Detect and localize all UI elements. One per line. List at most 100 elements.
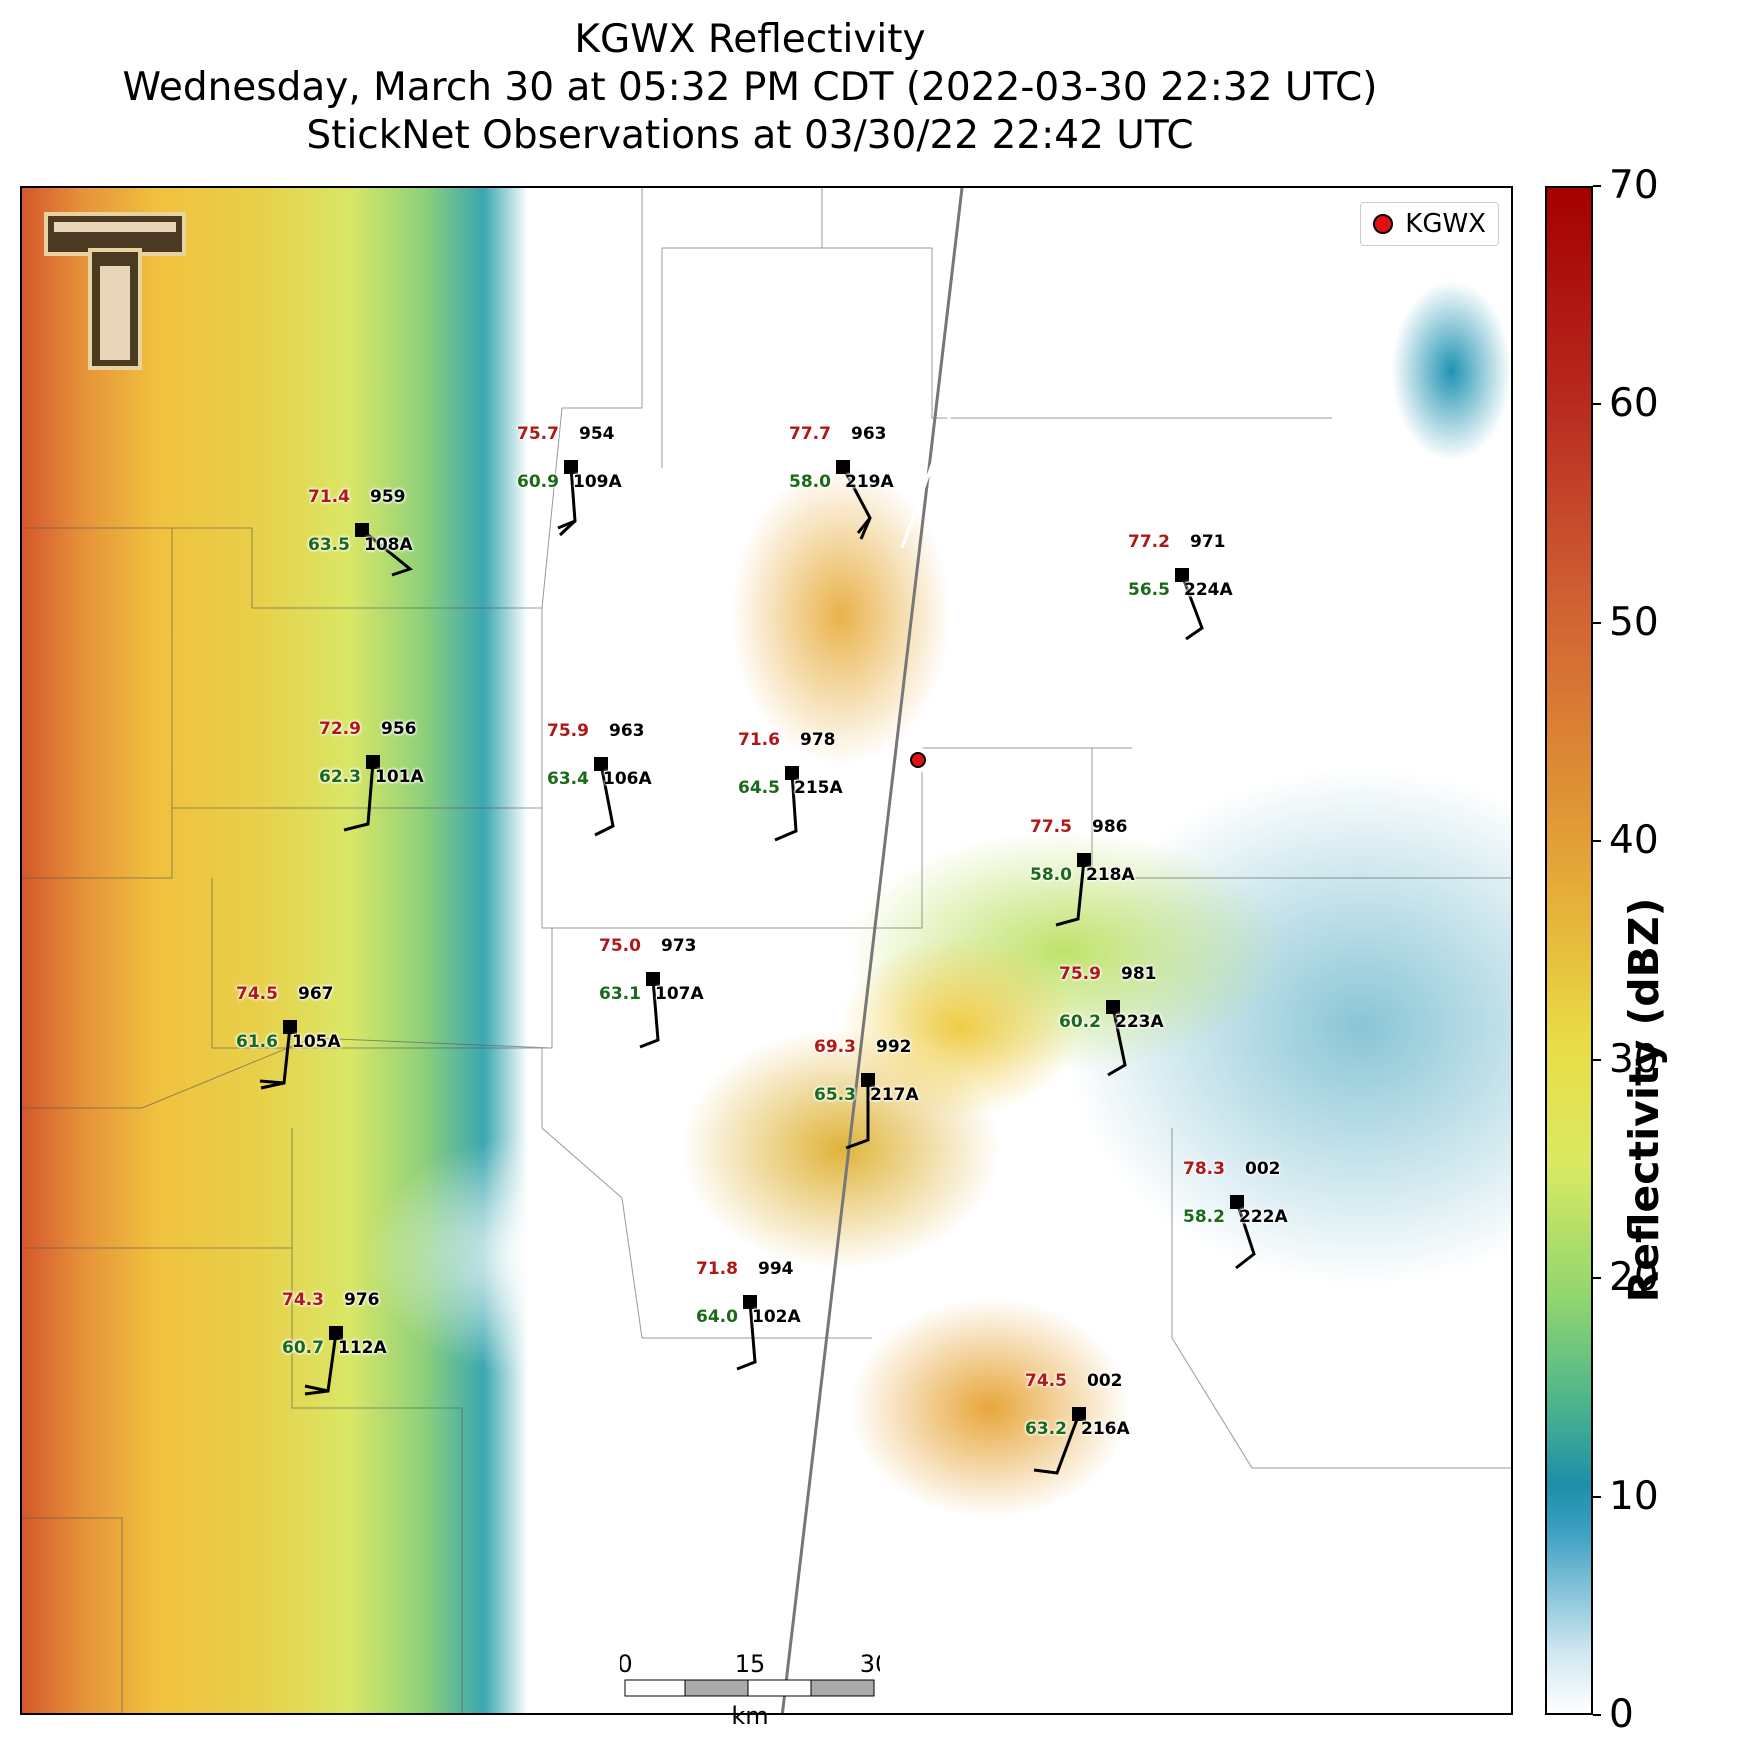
- scale-unit: km: [731, 1702, 768, 1730]
- station-marker: [785, 766, 799, 780]
- colorbar-tick-label: 30: [1609, 1036, 1659, 1082]
- colorbar: [1545, 186, 1593, 1715]
- station-station-id: 216A: [1081, 1419, 1130, 1439]
- station-dewpoint: 63.2: [1025, 1419, 1067, 1439]
- station-marker: [594, 757, 608, 771]
- station-dewpoint: 60.9: [517, 472, 559, 492]
- station-station-id: 219A: [845, 472, 894, 492]
- station-temperature: 74.5: [1025, 1371, 1067, 1391]
- station-dewpoint: 63.1: [599, 984, 641, 1004]
- station-pressure: 992: [876, 1037, 912, 1057]
- station-marker: [836, 460, 850, 474]
- station-pressure: 986: [1092, 817, 1128, 837]
- colorbar-tick-label: 40: [1609, 818, 1659, 864]
- station-pressure: 976: [344, 1290, 380, 1310]
- station-pressure: 002: [1087, 1371, 1123, 1391]
- station-temperature: 74.3: [282, 1290, 324, 1310]
- station-marker: [1230, 1195, 1244, 1209]
- station-station-id: 109A: [573, 472, 622, 492]
- station-temperature: 78.3: [1183, 1159, 1225, 1179]
- station-marker: [1106, 1000, 1120, 1014]
- map-legend: KGWX: [1360, 202, 1499, 246]
- station-pressure: 967: [298, 984, 334, 1004]
- station-pressure: 956: [381, 719, 417, 739]
- station-dewpoint: 65.3: [814, 1085, 856, 1105]
- station-dewpoint: 56.5: [1128, 580, 1170, 600]
- county-boundaries: [22, 188, 1511, 1713]
- station-temperature: 77.7: [789, 424, 831, 444]
- kgwx-radar-marker: [910, 752, 926, 768]
- title-radar: KGWX Reflectivity: [574, 17, 926, 62]
- station-marker: [355, 523, 369, 537]
- station-temperature: 75.0: [599, 936, 641, 956]
- station-dewpoint: 64.5: [738, 778, 780, 798]
- station-pressure: 973: [661, 936, 697, 956]
- station-station-id: 223A: [1115, 1012, 1164, 1032]
- title-observations: StickNet Observations at 03/30/22 22:42 …: [306, 113, 1194, 158]
- station-marker: [646, 972, 660, 986]
- station-temperature: 69.3: [814, 1037, 856, 1057]
- legend-label: KGWX: [1405, 209, 1486, 239]
- station-station-id: 224A: [1184, 580, 1233, 600]
- colorbar-tick-label: 70: [1609, 163, 1659, 208]
- station-pressure: 963: [609, 721, 645, 741]
- station-marker: [743, 1295, 757, 1309]
- scale-bar: 0 15 30 km: [620, 1650, 880, 1730]
- station-pressure: 002: [1245, 1159, 1281, 1179]
- station-dewpoint: 60.2: [1059, 1012, 1101, 1032]
- station-marker: [366, 755, 380, 769]
- scale-label-15: 15: [735, 1650, 766, 1678]
- station-dewpoint: 58.0: [789, 472, 831, 492]
- title-datetime: Wednesday, March 30 at 05:32 PM CDT (202…: [122, 65, 1378, 110]
- station-station-id: 102A: [752, 1307, 801, 1327]
- station-station-id: 108A: [364, 535, 413, 555]
- station-station-id: 101A: [375, 767, 424, 787]
- station-temperature: 75.9: [547, 721, 589, 741]
- station-temperature: 74.5: [236, 984, 278, 1004]
- station-marker: [1072, 1407, 1086, 1421]
- station-marker: [1077, 853, 1091, 867]
- station-dewpoint: 64.0: [696, 1307, 738, 1327]
- station-station-id: 112A: [338, 1338, 387, 1358]
- station-marker: [1175, 568, 1189, 582]
- station-station-id: 218A: [1086, 865, 1135, 885]
- station-pressure: 971: [1190, 532, 1226, 552]
- station-pressure: 994: [758, 1259, 794, 1279]
- station-dewpoint: 58.0: [1030, 865, 1072, 885]
- scale-label-30: 30: [860, 1650, 880, 1678]
- station-pressure: 959: [370, 487, 406, 507]
- station-marker: [329, 1326, 343, 1340]
- colorbar-tick-label: 10: [1609, 1473, 1659, 1519]
- station-dewpoint: 60.7: [282, 1338, 324, 1358]
- station-temperature: 72.9: [319, 719, 361, 739]
- station-dewpoint: 62.3: [319, 767, 361, 787]
- radar-map: KGWX 75.7 60.9 954 109A 77.7 58.0 963 219A 71.4 6…: [20, 186, 1513, 1715]
- texas-tech-logo: [44, 212, 186, 370]
- station-station-id: 107A: [655, 984, 704, 1004]
- station-temperature: 75.7: [517, 424, 559, 444]
- station-pressure: 963: [851, 424, 887, 444]
- station-temperature: 71.4: [308, 487, 350, 507]
- station-station-id: 106A: [603, 769, 652, 789]
- colorbar-tick-label: 20: [1609, 1255, 1659, 1301]
- station-pressure: 981: [1121, 964, 1157, 984]
- station-temperature: 77.5: [1030, 817, 1072, 837]
- colorbar-tick-label: 60: [1609, 381, 1659, 427]
- radar-site-dot-icon: [1373, 214, 1394, 234]
- station-dewpoint: 63.5: [308, 535, 350, 555]
- station-dewpoint: 63.4: [547, 769, 589, 789]
- colorbar-tick-label: 0: [1609, 1692, 1634, 1737]
- station-marker: [564, 460, 578, 474]
- colorbar-tick-label: 50: [1609, 599, 1659, 645]
- station-station-id: 215A: [794, 778, 843, 798]
- station-dewpoint: 61.6: [236, 1032, 278, 1052]
- station-marker: [861, 1073, 875, 1087]
- scale-label-0: 0: [620, 1650, 633, 1678]
- station-temperature: 71.6: [738, 730, 780, 750]
- station-dewpoint: 58.2: [1183, 1207, 1225, 1227]
- station-temperature: 77.2: [1128, 532, 1170, 552]
- station-station-id: 217A: [870, 1085, 919, 1105]
- colorbar-label: Reflectivity (dBZ): [1620, 897, 1668, 1303]
- station-temperature: 75.9: [1059, 964, 1101, 984]
- station-temperature: 71.8: [696, 1259, 738, 1279]
